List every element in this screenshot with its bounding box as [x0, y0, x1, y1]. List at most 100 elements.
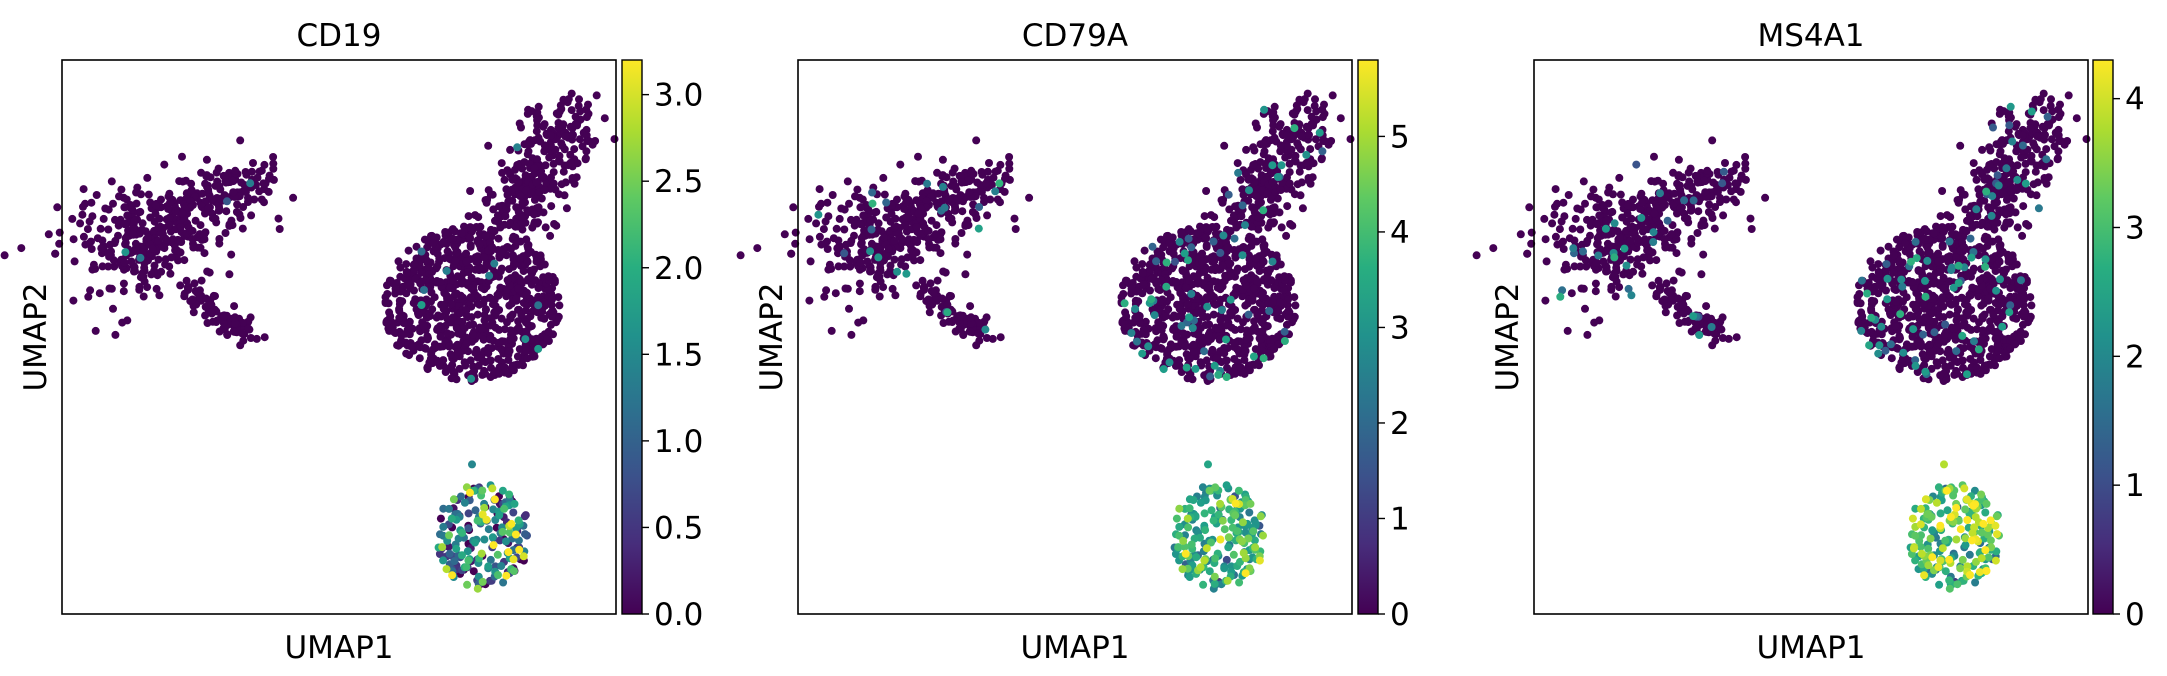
cell-point — [901, 213, 910, 222]
cell-point — [924, 226, 933, 235]
cell-point — [506, 335, 515, 344]
cell-point — [1708, 214, 1717, 222]
cell-point — [847, 330, 856, 339]
cell-point — [417, 336, 426, 345]
cell-point — [840, 262, 849, 271]
cell-point — [165, 221, 174, 230]
cell-point — [1263, 322, 1272, 331]
cell-point — [439, 356, 448, 365]
cell-point — [1204, 330, 1213, 339]
cell-point — [120, 220, 129, 229]
cell-point — [486, 555, 495, 564]
cell-point — [853, 185, 862, 194]
cell-point — [455, 364, 464, 373]
cell-point — [1185, 276, 1193, 285]
cell-point — [1990, 225, 1999, 234]
cell-point — [466, 356, 475, 365]
cell-point — [452, 544, 461, 553]
cell-point — [495, 511, 504, 520]
cell-point — [1210, 579, 1219, 588]
cell-point — [1270, 203, 1279, 212]
cell-point — [1636, 204, 1645, 213]
scatter-points — [0, 89, 619, 593]
cell-point — [939, 182, 947, 191]
cell-point — [1005, 164, 1014, 173]
cell-point — [1159, 365, 1168, 374]
cell-point — [1222, 321, 1231, 330]
cell-point — [1247, 222, 1256, 231]
cell-point — [1251, 345, 1260, 354]
cell-point — [1242, 335, 1251, 344]
cell-point — [1210, 361, 1219, 370]
cell-point — [1209, 310, 1218, 319]
cell-point — [1236, 557, 1244, 566]
cell-point — [484, 349, 493, 358]
cell-point — [540, 147, 549, 156]
cell-point — [162, 235, 171, 244]
cell-point — [1220, 564, 1229, 573]
cell-point — [857, 240, 866, 249]
cell-point — [246, 179, 255, 188]
cell-point — [1183, 514, 1192, 523]
scatter-points — [736, 89, 1355, 593]
cell-point — [521, 335, 530, 344]
cell-point — [533, 121, 542, 130]
cell-point — [154, 223, 163, 232]
cell-point — [1704, 208, 1713, 216]
cell-point — [539, 122, 548, 131]
cell-point — [1915, 247, 1924, 256]
cell-point — [79, 232, 88, 241]
cell-point — [220, 191, 229, 200]
cell-point — [846, 262, 855, 271]
cell-point — [1623, 209, 1632, 218]
cell-point — [1218, 261, 1227, 270]
cell-point — [1660, 226, 1669, 235]
cell-point — [1280, 327, 1289, 336]
cell-point — [1122, 276, 1131, 285]
cell-point — [576, 107, 585, 116]
cell-point — [827, 326, 836, 335]
cell-point — [1972, 175, 1981, 184]
cell-point — [488, 533, 497, 542]
cell-point — [1602, 216, 1611, 225]
cell-point — [1239, 549, 1248, 557]
cell-point — [1907, 342, 1916, 351]
cell-point — [497, 248, 506, 256]
cell-point — [1230, 338, 1239, 347]
cell-point — [121, 240, 130, 249]
cell-point — [1259, 531, 1267, 540]
cell-point — [1938, 187, 1947, 195]
cell-point — [993, 166, 1002, 175]
cell-point — [1249, 161, 1258, 169]
cell-point — [2019, 202, 2028, 211]
cell-point — [968, 208, 977, 216]
cell-point — [239, 336, 248, 345]
cell-point — [182, 276, 191, 285]
cell-point — [2011, 122, 2020, 131]
cell-point — [2017, 153, 2026, 162]
cell-point — [1985, 143, 1994, 152]
cell-point — [1594, 195, 1603, 204]
cell-point — [804, 214, 813, 223]
cell-point — [1676, 185, 1685, 194]
cell-point — [856, 203, 865, 212]
cell-point — [1702, 302, 1711, 311]
cell-point — [1592, 258, 1601, 267]
cell-point — [2006, 284, 2015, 292]
cell-point — [969, 200, 978, 209]
cell-point — [1178, 565, 1187, 574]
cell-point — [497, 159, 506, 168]
cell-point — [464, 268, 473, 276]
cell-point — [513, 161, 522, 169]
cell-point — [1882, 286, 1890, 295]
cell-point — [530, 164, 539, 173]
cell-point — [464, 556, 473, 565]
cell-point — [137, 225, 146, 234]
cell-point — [152, 284, 161, 293]
cell-point — [1202, 293, 1211, 302]
cell-point — [1610, 270, 1619, 279]
cell-point — [1550, 210, 1559, 219]
cell-point — [93, 234, 102, 243]
cell-point — [1268, 257, 1277, 266]
cell-point — [233, 200, 242, 209]
